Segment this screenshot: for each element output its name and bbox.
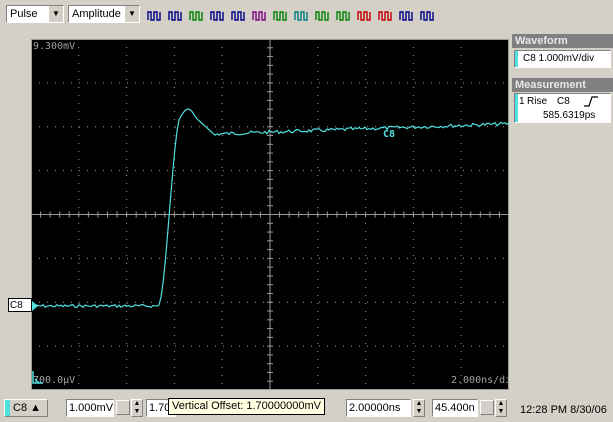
horizontal-scale-stepper[interactable]: ▲ ▼ bbox=[413, 399, 425, 417]
pulse-base-icon[interactable] bbox=[208, 6, 227, 25]
horizontal-position-field[interactable]: 45.400n bbox=[432, 399, 478, 417]
channel-select-label: C8 ▲ bbox=[13, 402, 42, 414]
vertical-bottom-label: 700.0µV bbox=[33, 375, 76, 386]
delete-right-icon[interactable] bbox=[376, 6, 395, 25]
pulse-top-icon[interactable] bbox=[187, 6, 206, 25]
rise-edge-icon bbox=[584, 96, 598, 107]
measure-type-select[interactable]: Pulse ▼ bbox=[6, 5, 64, 23]
rise-edge-icon[interactable] bbox=[313, 6, 332, 25]
scale-grid-icon[interactable] bbox=[116, 400, 130, 415]
jitter-icon[interactable] bbox=[271, 6, 290, 25]
pulse-width-icon[interactable] bbox=[229, 6, 248, 25]
parameter-select[interactable]: Amplitude ▼ bbox=[68, 5, 140, 23]
channel-color-strip bbox=[515, 51, 518, 67]
pulse-group-icon[interactable] bbox=[418, 6, 437, 25]
channel-marker-label: C8 bbox=[10, 300, 23, 311]
waveform-display[interactable]: 9.300mV 700.0µV 2.000ns/div C8 bbox=[31, 39, 509, 390]
histogram-icon[interactable] bbox=[397, 6, 416, 25]
pulse-train-icon[interactable] bbox=[145, 6, 164, 25]
horizontal-position-stepper[interactable]: ▲ ▼ bbox=[495, 399, 507, 417]
waveform-item[interactable]: C8 1.000mV/div bbox=[514, 50, 611, 68]
channel-color-strip bbox=[5, 400, 10, 416]
parameter-value: Amplitude bbox=[72, 8, 121, 20]
chevron-down-icon[interactable]: ▼ bbox=[124, 6, 139, 22]
measurement-value: 585.6319ps bbox=[543, 110, 596, 121]
measurement-index: 1 bbox=[519, 96, 525, 107]
measurement-item[interactable]: 1 Rise C8 585.6319ps bbox=[514, 93, 611, 123]
measurement-channel: C8 bbox=[557, 96, 570, 107]
double-pulse-icon[interactable] bbox=[166, 6, 185, 25]
channel-select-button[interactable]: C8 ▲ bbox=[4, 399, 48, 417]
chevron-down-icon[interactable]: ▼ bbox=[48, 6, 63, 22]
waveform-item-label: C8 1.000mV/div bbox=[523, 53, 595, 64]
measure-type-value: Pulse bbox=[10, 8, 38, 20]
waveform-header: Waveform bbox=[512, 34, 613, 48]
graticule bbox=[31, 39, 509, 390]
timebase-label: 2.000ns/div bbox=[451, 375, 509, 386]
trace-label: C8 bbox=[383, 129, 396, 140]
side-panel: Waveform C8 1.000mV/div Measurement 1 Ri… bbox=[512, 0, 613, 395]
vertical-top-label: 9.300mV bbox=[33, 41, 76, 52]
horizontal-scale-field[interactable]: 2.00000ns bbox=[346, 399, 411, 417]
timestamp: 12:28 PM 8/30/06 bbox=[520, 404, 607, 416]
vertical-scale-stepper[interactable]: ▲ ▼ bbox=[131, 399, 143, 417]
measurement-header: Measurement bbox=[512, 78, 613, 92]
delete-left-icon[interactable] bbox=[355, 6, 374, 25]
ground-marker-icon bbox=[32, 371, 43, 384]
fall-edge-icon[interactable] bbox=[334, 6, 353, 25]
grid-border bbox=[31, 39, 509, 390]
overshoot-icon[interactable] bbox=[292, 6, 311, 25]
neg-pulse-icon[interactable] bbox=[250, 6, 269, 25]
channel-color-strip bbox=[515, 94, 518, 122]
waveform-trace bbox=[31, 108, 509, 309]
vertical-offset-tooltip: Vertical Offset: 1.70000000mV bbox=[168, 398, 325, 415]
vertical-scale-field[interactable]: 1.000mV/ bbox=[66, 399, 114, 417]
position-grid-icon[interactable] bbox=[480, 400, 494, 415]
measurement-type: Rise bbox=[527, 96, 548, 107]
channel-offset-marker[interactable]: C8 bbox=[8, 298, 38, 312]
